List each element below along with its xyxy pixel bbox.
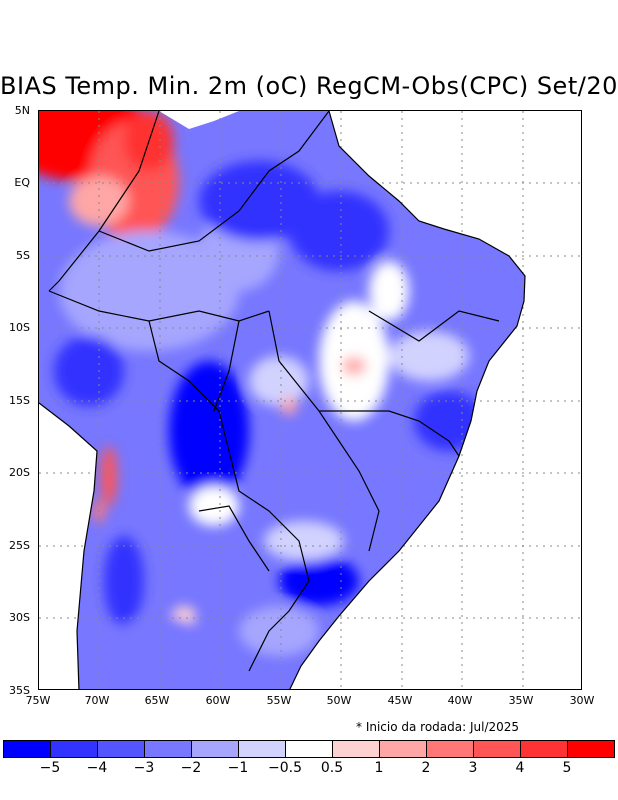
colorbar-label: 3 (468, 760, 478, 776)
colorbar-label: −5 (39, 760, 61, 776)
lat-label-35s: 35S (9, 684, 30, 697)
colorbar-cell (98, 741, 145, 757)
country-borders (39, 111, 526, 689)
colorbar-label: −3 (133, 760, 155, 776)
colorbar-label: 5 (562, 760, 572, 776)
colorbar-label: −2 (180, 760, 202, 776)
lon-label-70w: 70W (84, 694, 110, 707)
colorbar (3, 740, 615, 758)
lat-label-30s: 30S (9, 611, 30, 624)
colorbar-cell (521, 741, 568, 757)
map-canvas (39, 111, 581, 689)
lat-label-eq: EQ (14, 176, 30, 189)
lon-label-60w: 60W (205, 694, 231, 707)
bias-map (38, 110, 582, 690)
lon-label-35w: 35W (508, 694, 534, 707)
colorbar-cell (568, 741, 614, 757)
colorbar-cell (192, 741, 239, 757)
colorbar-label: 1 (374, 760, 384, 776)
lon-label-65w: 65W (144, 694, 170, 707)
colorbar-label: 0.5 (320, 760, 344, 776)
colorbar-cell (51, 741, 98, 757)
run-start-note: * Inicio da rodada: Jul/2025 (356, 720, 520, 734)
colorbar-cell (380, 741, 427, 757)
lon-label-30w: 30W (569, 694, 595, 707)
colorbar-label: −4 (86, 760, 108, 776)
map-title: BIAS Temp. Min. 2m (oC) RegCM-Obs(CPC) S… (0, 72, 618, 100)
lon-label-55w: 55W (266, 694, 292, 707)
colorbar-cell (474, 741, 521, 757)
colorbar-cell (333, 741, 380, 757)
lat-label-5s: 5S (16, 249, 30, 262)
lat-label-5n: 5N (14, 104, 30, 117)
colorbar-label: 2 (421, 760, 431, 776)
lat-label-20s: 20S (9, 466, 30, 479)
colorbar-cell (4, 741, 51, 757)
bias-field (39, 111, 525, 689)
lat-label-10s: 10S (9, 321, 30, 334)
lon-label-45w: 45W (387, 694, 413, 707)
colorbar-cell (427, 741, 474, 757)
colorbar-cell (239, 741, 286, 757)
colorbar-label: −0.5 (268, 760, 302, 776)
lon-label-50w: 50W (326, 694, 352, 707)
colorbar-cell (145, 741, 192, 757)
lat-label-25s: 25S (9, 539, 30, 552)
lon-label-75w: 75W (25, 694, 51, 707)
lat-label-15s: 15S (9, 394, 30, 407)
colorbar-cell (286, 741, 333, 757)
grid-lines (39, 111, 581, 689)
lon-label-40w: 40W (447, 694, 473, 707)
colorbar-label: −1 (227, 760, 249, 776)
colorbar-label: 4 (515, 760, 525, 776)
